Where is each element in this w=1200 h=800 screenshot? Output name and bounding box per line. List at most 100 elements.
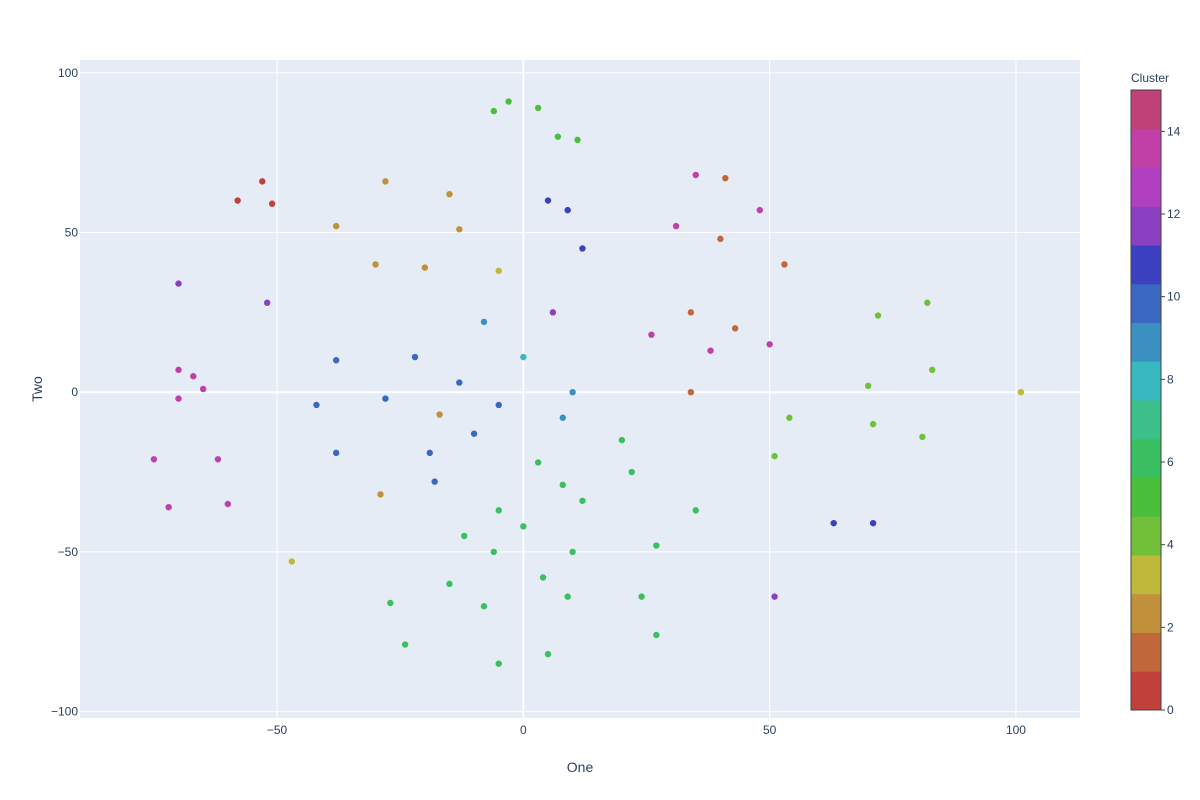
data-point — [421, 264, 429, 271]
data-point — [175, 395, 182, 402]
colorbar — [1130, 89, 1162, 711]
data-point — [520, 523, 527, 530]
y-tick-labels: −100 −50 0 50 100 — [51, 66, 78, 719]
data-point — [830, 519, 837, 527]
data-point — [446, 190, 453, 198]
data-point — [470, 430, 478, 437]
data-point — [263, 299, 271, 306]
data-point — [786, 414, 793, 421]
data-point — [692, 507, 699, 514]
y-tick-label: 100 — [58, 66, 78, 80]
plot-background — [80, 60, 1080, 718]
data-point — [692, 171, 699, 179]
data-points — [150, 98, 1025, 667]
data-point — [150, 456, 158, 463]
data-point — [924, 299, 931, 306]
y-tick-label: 50 — [65, 225, 79, 239]
data-point — [456, 226, 463, 233]
data-point — [653, 631, 660, 639]
colorbar-segment — [1131, 206, 1161, 246]
colorbar-segment — [1131, 361, 1161, 401]
data-point — [539, 574, 547, 581]
data-point — [372, 261, 379, 268]
x-tick-label: 100 — [1006, 723, 1026, 737]
colorbar-segment — [1131, 555, 1161, 595]
data-point — [268, 200, 276, 207]
data-point — [382, 178, 389, 185]
data-point — [579, 497, 586, 504]
data-point — [717, 235, 724, 243]
colorbar-title: Cluster — [1131, 71, 1169, 85]
data-point — [564, 206, 571, 214]
colorbar-tick-label: 2 — [1167, 620, 1174, 634]
data-point — [175, 280, 182, 287]
data-point — [431, 478, 438, 485]
data-point — [332, 222, 340, 230]
data-point — [919, 433, 926, 441]
colorbar-tick-label: 10 — [1167, 290, 1181, 304]
data-point — [756, 206, 764, 214]
colorbar-tick-label: 6 — [1167, 455, 1174, 469]
data-point — [411, 353, 419, 361]
data-point — [564, 593, 571, 600]
colorbar-frame — [1130, 89, 1162, 711]
data-point — [534, 104, 542, 112]
data-point — [672, 222, 680, 230]
x-axis-title: One — [567, 759, 594, 775]
data-point — [446, 580, 453, 588]
data-point — [332, 357, 340, 364]
data-point — [559, 414, 566, 421]
colorbar-segment — [1131, 90, 1161, 130]
data-point — [874, 312, 882, 319]
data-point — [544, 197, 552, 204]
colorbar-tick-label: 8 — [1167, 372, 1174, 386]
data-point — [495, 660, 502, 667]
y-tick-label: −50 — [58, 545, 79, 559]
colorbar-tick-label: 14 — [1167, 124, 1181, 138]
x-tick-labels: −50 0 50 100 — [267, 723, 1026, 737]
data-point — [549, 309, 557, 316]
data-point — [456, 379, 463, 386]
colorbar-tick-label: 12 — [1167, 207, 1181, 221]
data-point — [559, 481, 566, 489]
y-tick-label: −100 — [51, 705, 78, 719]
colorbar-segment — [1131, 671, 1161, 711]
colorbar-segment — [1131, 477, 1161, 517]
colorbar-tick-labels: 0 2 4 6 8 10 12 14 — [1161, 124, 1181, 717]
data-point — [259, 178, 266, 185]
data-point — [495, 267, 502, 275]
data-point — [864, 382, 872, 390]
data-point — [234, 197, 241, 204]
data-point — [618, 436, 626, 444]
data-point — [722, 174, 729, 182]
data-point — [490, 548, 497, 556]
data-point — [426, 449, 433, 457]
data-point — [771, 593, 778, 600]
grid-lines — [80, 60, 1080, 718]
data-point — [495, 507, 502, 514]
data-point — [554, 133, 562, 140]
colorbar-segment — [1131, 245, 1161, 285]
data-point — [495, 401, 502, 409]
colorbar-segment — [1131, 400, 1161, 440]
data-point — [569, 388, 576, 396]
data-point — [332, 449, 340, 457]
data-point — [638, 593, 645, 600]
data-point — [377, 491, 384, 498]
data-point — [505, 98, 512, 105]
data-point — [1017, 388, 1025, 396]
colorbar-segment — [1131, 593, 1161, 633]
data-point — [288, 558, 296, 565]
data-point — [544, 650, 552, 658]
data-point — [687, 388, 695, 396]
x-tick-label: 0 — [520, 723, 527, 737]
colorbar-segment — [1131, 128, 1161, 168]
data-point — [929, 366, 936, 374]
data-point — [869, 420, 877, 428]
data-point — [534, 459, 542, 466]
data-point — [574, 136, 581, 144]
x-tick-label: 50 — [763, 723, 777, 737]
data-point — [214, 456, 222, 463]
